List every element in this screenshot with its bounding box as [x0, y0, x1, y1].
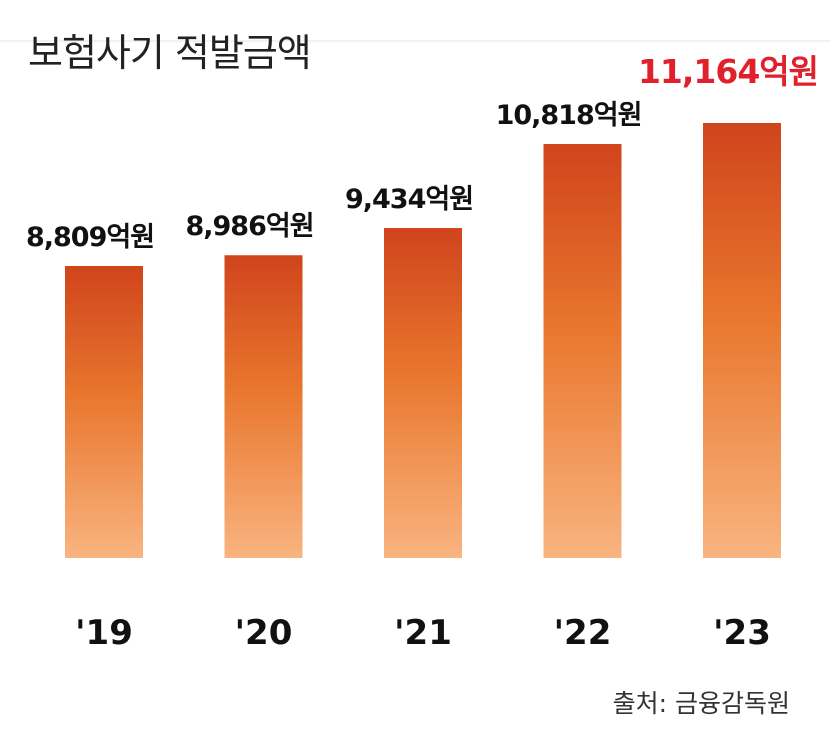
- top-divider: [0, 40, 830, 42]
- bar-1: [224, 255, 303, 558]
- bar-2: [384, 228, 462, 558]
- x-tick-label-1: '20: [235, 613, 293, 653]
- value-label-0: 8,809억원: [26, 222, 154, 253]
- bar-4: [703, 123, 781, 558]
- bar-3: [543, 144, 622, 558]
- x-tick-label-4: '23: [713, 613, 771, 653]
- x-tick-label-2: '21: [394, 613, 452, 653]
- source-note: 출처: 금융감독원: [612, 689, 790, 718]
- x-tick-label-0: '19: [75, 613, 133, 653]
- x-tick-label-3: '22: [554, 613, 612, 653]
- value-label-1: 8,986억원: [185, 211, 313, 242]
- bar-0: [65, 265, 143, 558]
- value-label-4: 11,164억원: [638, 52, 818, 91]
- value-label-3: 10,818억원: [496, 100, 642, 131]
- chart-title: 보험사기 적발금액: [28, 31, 312, 75]
- value-label-2: 9,434억원: [345, 184, 473, 215]
